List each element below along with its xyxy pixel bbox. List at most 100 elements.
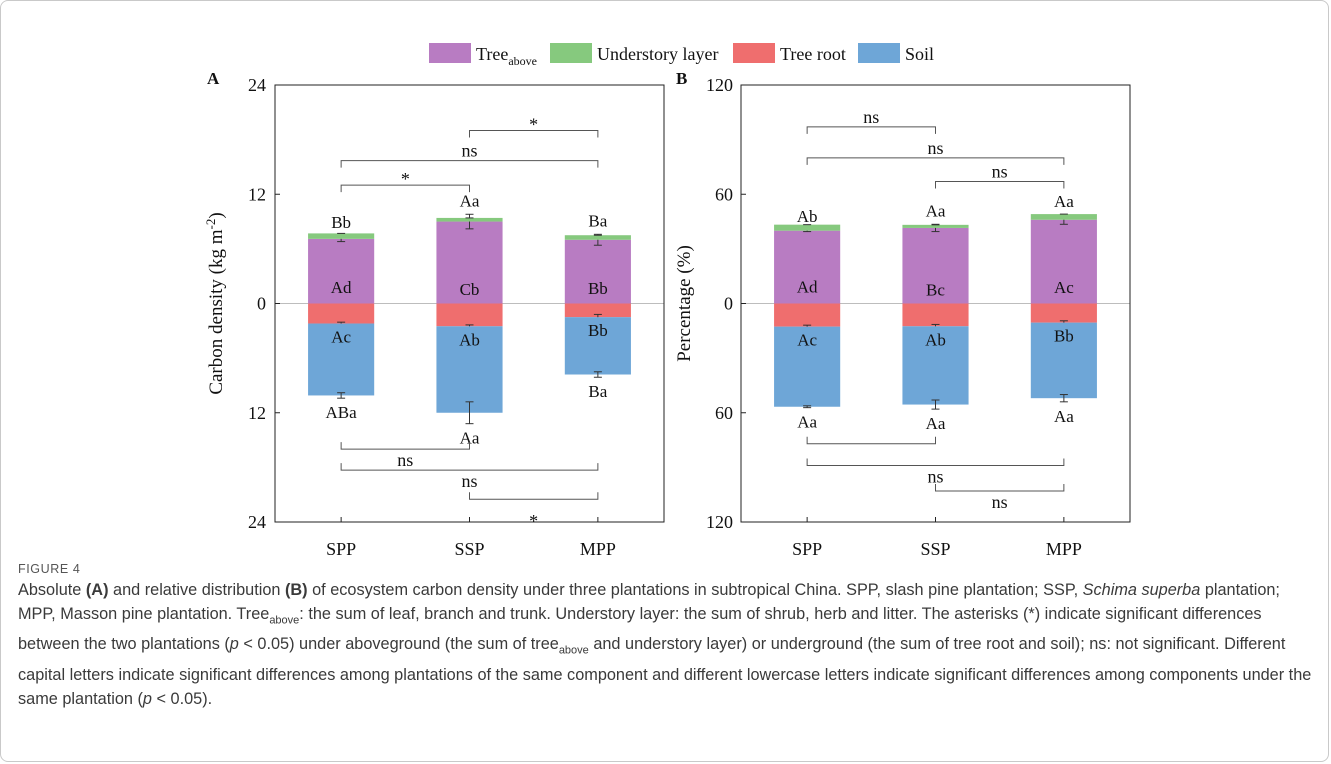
root-label: Ac xyxy=(797,331,817,350)
significance-label: ns xyxy=(992,162,1008,182)
significance-bracket xyxy=(935,181,1065,189)
bar-tree-root xyxy=(436,303,503,327)
soil-label: Ba xyxy=(588,382,607,401)
figure-4-chart: Treeabove Understory layer Tree root Soi… xyxy=(203,43,1131,559)
y-tick-label: 12 xyxy=(248,403,266,423)
panel-b: B Ab Ad Ac Aa SPP Aa Bc Ab Aa SSP Aa Ac Bb Aa MPP 120 60 0… xyxy=(674,69,1131,559)
significance-bracket xyxy=(340,463,599,471)
significance-label: * xyxy=(529,115,538,135)
bar-understory-layer xyxy=(436,217,503,222)
bar-tree-root xyxy=(308,303,375,324)
bar-soil xyxy=(308,323,375,396)
soil-label: Aa xyxy=(797,413,817,432)
y-tick-label: 0 xyxy=(257,294,266,314)
bar-soil xyxy=(436,326,503,413)
significance-bracket xyxy=(469,130,599,138)
x-tick-label: SSP xyxy=(920,539,950,559)
bar-tree-root xyxy=(1030,303,1097,323)
understory-label: Ad xyxy=(331,278,352,297)
bar-tree-root xyxy=(564,303,631,318)
significance-bracket xyxy=(806,436,936,445)
legend-label-tree-above: Treeabove xyxy=(476,44,537,68)
significance-label: ns xyxy=(927,138,943,158)
bar-soil xyxy=(774,326,841,407)
panel-letter: B xyxy=(676,69,687,88)
bar-understory-layer xyxy=(564,235,631,240)
soil-label: Aa xyxy=(926,414,946,433)
significance-label: ns xyxy=(461,141,477,161)
soil-label: Aa xyxy=(460,429,480,448)
bar-treeabove xyxy=(564,239,631,304)
caption-text: Absolute (A) and relative distribution (… xyxy=(18,581,1312,708)
y-tick-label: 120 xyxy=(706,512,733,532)
top-label: Bb xyxy=(331,213,351,232)
figure-caption: FIGURE 4 Absolute (A) and relative distr… xyxy=(18,562,1318,711)
significance-label: ns xyxy=(397,450,413,470)
top-label: Aa xyxy=(926,201,946,220)
bar-tree-root xyxy=(774,303,841,327)
soil-label: Aa xyxy=(1054,407,1074,426)
significance-label: ns xyxy=(992,492,1008,512)
significance-bracket xyxy=(340,442,470,450)
x-tick-label: SSP xyxy=(454,539,484,559)
significance-label: * xyxy=(529,511,538,531)
understory-label: Cb xyxy=(460,280,480,299)
significance-bracket xyxy=(935,484,1065,492)
y-tick-label: 60 xyxy=(715,184,733,204)
top-label: Ab xyxy=(797,207,818,226)
y-tick-label: 24 xyxy=(248,512,266,532)
root-label: Ab xyxy=(925,330,946,349)
understory-label: Ad xyxy=(797,277,818,296)
caption-label: FIGURE 4 xyxy=(18,562,81,576)
panel-letter: A xyxy=(207,69,220,88)
legend-label-tree-root: Tree root xyxy=(780,44,846,64)
understory-label: Ac xyxy=(1054,278,1074,297)
x-tick-label: SPP xyxy=(792,539,822,559)
legend-swatch-tree-above xyxy=(429,43,471,63)
legend: Treeabove Understory layer Tree root Soi… xyxy=(429,43,934,68)
legend-swatch-understory xyxy=(550,43,592,63)
y-tick-label: 120 xyxy=(706,75,733,95)
root-label: Bb xyxy=(588,321,608,340)
top-label: Aa xyxy=(1054,192,1074,211)
top-label: Aa xyxy=(460,191,480,210)
legend-label-understory: Understory layer xyxy=(597,44,718,64)
significance-label: * xyxy=(401,169,410,189)
significance-label: ns xyxy=(461,471,477,491)
legend-label-soil: Soil xyxy=(905,44,934,64)
panel-a: A Bb Ad Ac ABa SPP Aa Cb Ab Aa SSP Ba Bb Bb Ba MPP 24 12 0… xyxy=(203,69,665,559)
root-label: Ab xyxy=(459,330,480,349)
bar-treeabove xyxy=(436,221,503,304)
x-tick-label: MPP xyxy=(580,539,616,559)
legend-swatch-soil xyxy=(858,43,900,63)
significance-bracket xyxy=(469,492,599,500)
y-tick-label: 60 xyxy=(715,403,733,423)
soil-label: ABa xyxy=(326,403,358,422)
y-tick-label: 0 xyxy=(724,294,733,314)
y-axis-label: Percentage (%) xyxy=(674,245,695,362)
y-axis-label: Carbon density (kg m-2) xyxy=(203,212,227,394)
top-label: Ba xyxy=(588,211,607,230)
bar-treeabove xyxy=(308,238,375,304)
bar-treeabove xyxy=(902,227,969,304)
bar-soil xyxy=(902,326,969,405)
significance-bracket xyxy=(340,184,470,193)
significance-bracket xyxy=(806,458,1065,467)
understory-label: Bc xyxy=(926,280,945,299)
root-label: Bb xyxy=(1054,327,1074,346)
y-tick-label: 12 xyxy=(248,184,266,204)
bar-understory-layer xyxy=(902,224,969,228)
bar-treeabove xyxy=(1030,219,1097,304)
bar-treeabove xyxy=(774,230,841,304)
significance-bracket xyxy=(340,160,599,168)
y-tick-label: 24 xyxy=(248,75,266,95)
significance-bracket xyxy=(806,126,936,134)
bar-understory-layer xyxy=(308,233,375,239)
significance-bracket xyxy=(806,157,1065,165)
bar-soil xyxy=(564,317,631,375)
bar-understory-layer xyxy=(774,224,841,231)
bar-understory-layer xyxy=(1030,214,1097,220)
significance-label: ns xyxy=(927,467,943,487)
x-tick-label: SPP xyxy=(326,539,356,559)
root-label: Ac xyxy=(331,328,351,347)
